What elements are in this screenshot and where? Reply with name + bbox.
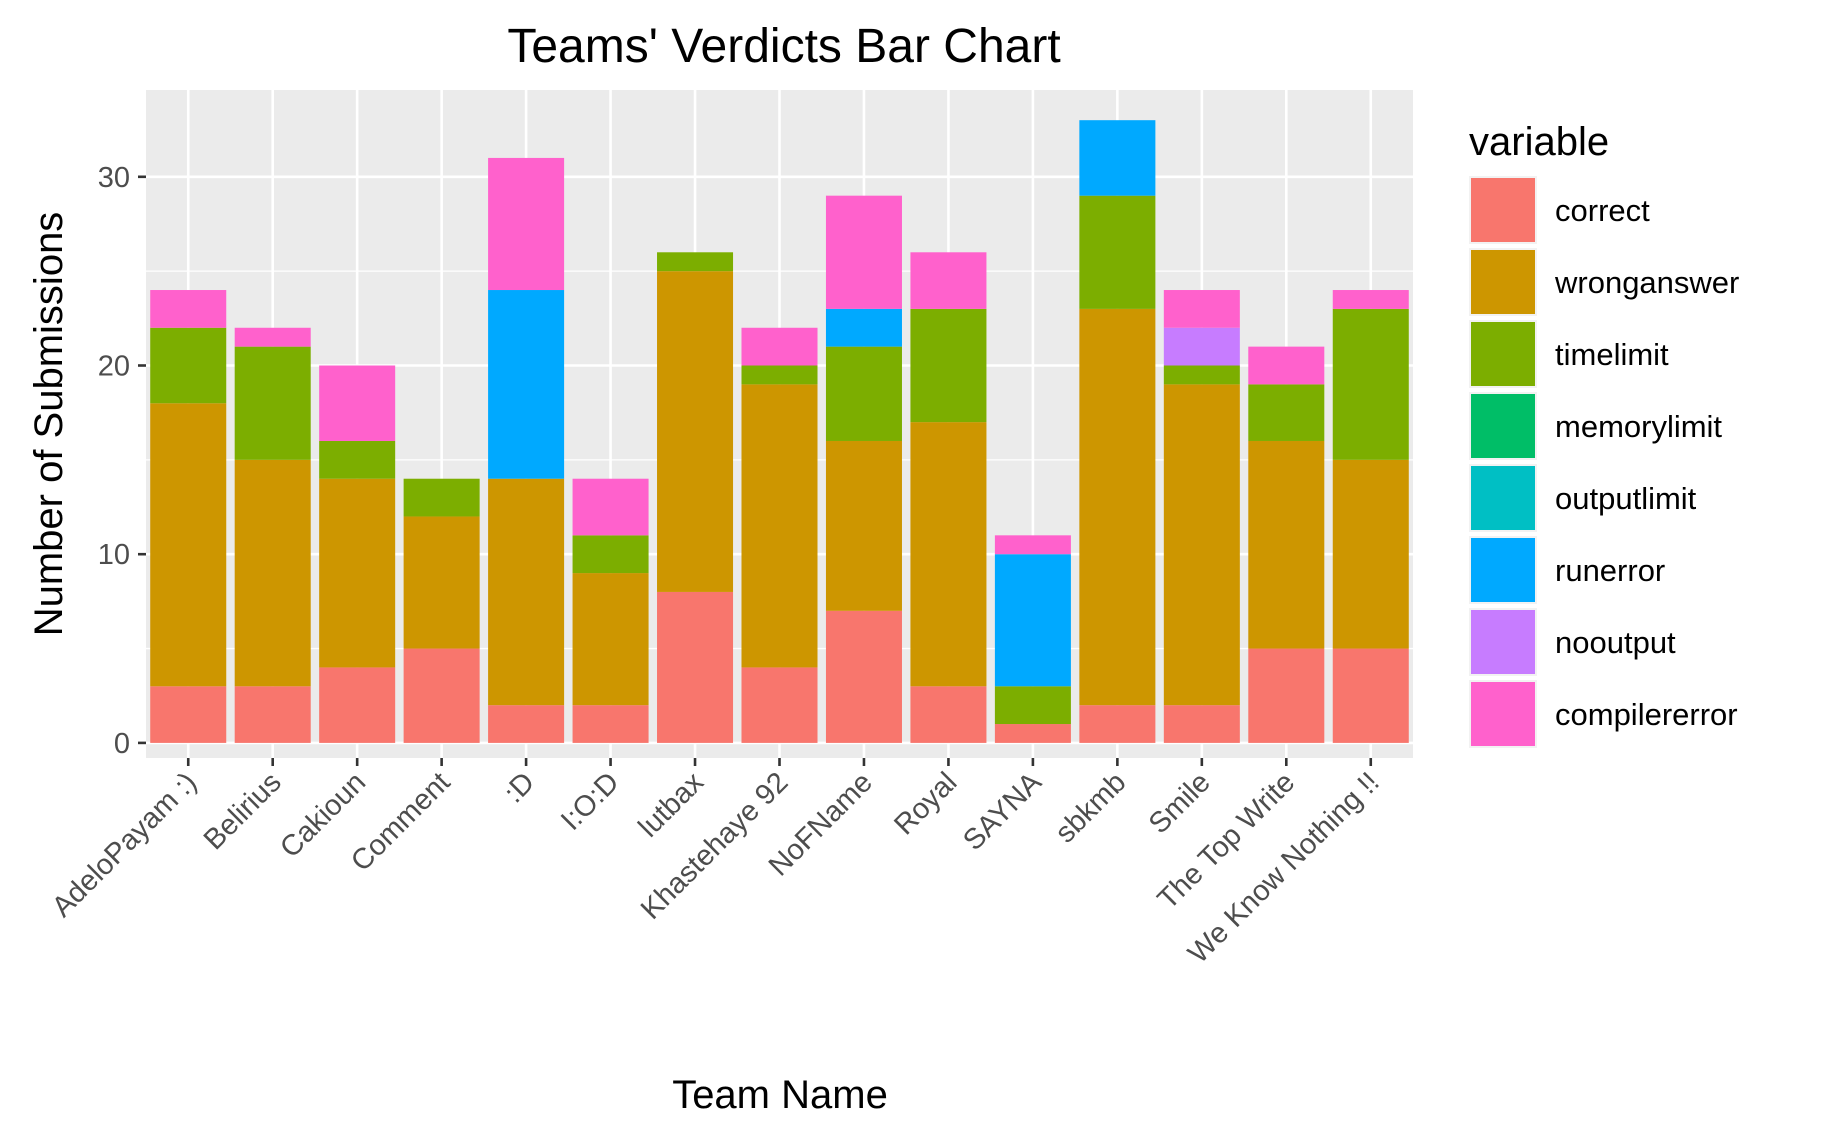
- legend-key-runerror: [1471, 538, 1535, 602]
- y-tick-label: 20: [98, 351, 130, 383]
- x-tick-label: sbkmb: [1049, 766, 1132, 849]
- bar-adelopayam-timelimit: [150, 327, 227, 404]
- bar-lutbax-correct: [657, 591, 734, 743]
- legend-title: variable: [1469, 120, 1609, 164]
- bar-smile-compilererror: [1163, 290, 1240, 328]
- bar-nofname-correct: [825, 610, 902, 743]
- bar-royal-correct: [910, 686, 987, 743]
- bar-adelopayam-wronganswer: [150, 403, 227, 687]
- bar-d-correct: [488, 705, 565, 743]
- bar-smile-wronganswer: [1163, 384, 1240, 706]
- y-tick-label: 0: [114, 728, 130, 760]
- bar-sbkmb-timelimit: [1079, 195, 1156, 309]
- bar-the-top-write-correct: [1248, 648, 1325, 743]
- y-axis-title: Number of Submissions: [27, 212, 71, 637]
- legend-key-compilererror: [1471, 682, 1535, 746]
- bar-we-know-nothing-compilererror: [1332, 290, 1409, 309]
- bar-belirius-compilererror: [234, 327, 311, 347]
- y-tick-label: 10: [98, 539, 130, 571]
- x-tick-label: Smile: [1143, 766, 1217, 840]
- bar-cakioun-correct: [319, 667, 396, 743]
- legend-label-runerror: runerror: [1555, 553, 1665, 588]
- bar-we-know-nothing-wronganswer: [1332, 459, 1409, 649]
- bar-we-know-nothing-timelimit: [1332, 308, 1409, 460]
- legend-key-nooutput: [1471, 610, 1535, 674]
- bar-i-o-d-compilererror: [572, 478, 649, 536]
- chart-title: Teams' Verdicts Bar Chart: [507, 20, 1060, 73]
- y-axis: 0 10 20 30: [98, 162, 146, 760]
- bar-comment-correct: [403, 648, 480, 743]
- x-tick-label: AdeloPayam :): [46, 766, 203, 923]
- x-tick-label: Royal: [888, 766, 963, 841]
- bar-belirius-timelimit: [234, 346, 311, 460]
- bar-belirius-correct: [234, 686, 311, 743]
- legend-key-outputlimit: [1471, 466, 1535, 530]
- legend-label-outputlimit: outputlimit: [1555, 481, 1697, 516]
- y-tick-label: 30: [98, 162, 130, 194]
- bar-khastehaye-92-timelimit: [741, 365, 818, 385]
- bar-smile-nooutput: [1163, 327, 1240, 366]
- bar-the-top-write-timelimit: [1248, 384, 1325, 441]
- bar-cakioun-timelimit: [319, 440, 396, 479]
- bar-khastehaye-92-wronganswer: [741, 384, 818, 668]
- bar-sayna-runerror: [994, 554, 1071, 687]
- bar-nofname-wronganswer: [825, 440, 902, 611]
- legend-label-nooutput: nooutput: [1555, 625, 1676, 660]
- legend-key-timelimit: [1471, 322, 1535, 386]
- x-tick-label: I:O:D: [555, 766, 625, 836]
- bar-belirius-wronganswer: [234, 459, 311, 687]
- bar-we-know-nothing-correct: [1332, 648, 1409, 743]
- bar-lutbax-wronganswer: [657, 271, 734, 592]
- bar-the-top-write-wronganswer: [1248, 440, 1325, 649]
- bar-sbkmb-correct: [1079, 705, 1156, 743]
- bar-sayna-timelimit: [994, 686, 1071, 725]
- legend-key-wronganswer: [1471, 250, 1535, 314]
- legend-label-correct: correct: [1555, 193, 1650, 228]
- bar-smile-timelimit: [1163, 365, 1240, 385]
- bar-d-compilererror: [488, 157, 565, 291]
- bar-comment-timelimit: [403, 478, 480, 517]
- bar-the-top-write-compilererror: [1248, 346, 1325, 385]
- bar-i-o-d-wronganswer: [572, 573, 649, 706]
- bar-d-runerror: [488, 290, 565, 479]
- legend-label-compilererror: compilererror: [1555, 697, 1738, 732]
- legend-key-correct: [1471, 178, 1535, 242]
- x-tick-label: SAYNA: [957, 766, 1048, 857]
- bar-cakioun-wronganswer: [319, 478, 396, 668]
- bar-sbkmb-wronganswer: [1079, 308, 1156, 706]
- x-tick-label: Khastehaye 92: [635, 766, 794, 925]
- bar-sbkmb-runerror: [1079, 120, 1156, 196]
- bar-comment-wronganswer: [403, 516, 480, 649]
- legend-label-timelimit: timelimit: [1555, 337, 1669, 372]
- bar-i-o-d-correct: [572, 705, 649, 743]
- bar-khastehaye-92-compilererror: [741, 327, 818, 366]
- bar-lutbax-timelimit: [657, 252, 734, 272]
- legend: variable correct wronganswer timelimit memo…: [1469, 120, 1739, 748]
- bar-d-wronganswer: [488, 478, 565, 706]
- bar-royal-timelimit: [910, 308, 987, 423]
- bar-adelopayam-compilererror: [150, 290, 227, 328]
- x-tick-label: :D: [498, 766, 541, 809]
- x-axis-title: Team Name: [672, 1073, 888, 1117]
- bar-sayna-correct: [994, 724, 1071, 743]
- bar-nofname-timelimit: [825, 346, 902, 441]
- legend-key-memorylimit: [1471, 394, 1535, 458]
- bar-nofname-compilererror: [825, 195, 902, 309]
- bar-royal-compilererror: [910, 252, 987, 309]
- legend-label-wronganswer: wronganswer: [1554, 265, 1739, 300]
- bar-sayna-compilererror: [994, 535, 1071, 555]
- x-tick-label: lutbax: [633, 766, 711, 844]
- bars: [150, 120, 1409, 743]
- bar-cakioun-compilererror: [319, 365, 396, 441]
- bar-adelopayam-correct: [150, 686, 227, 743]
- bar-i-o-d-timelimit: [572, 535, 649, 574]
- bar-smile-correct: [1163, 705, 1240, 743]
- legend-label-memorylimit: memorylimit: [1555, 409, 1722, 444]
- bar-nofname-runerror: [825, 308, 902, 347]
- bar-royal-wronganswer: [910, 422, 987, 687]
- bar-khastehaye-92-correct: [741, 667, 818, 743]
